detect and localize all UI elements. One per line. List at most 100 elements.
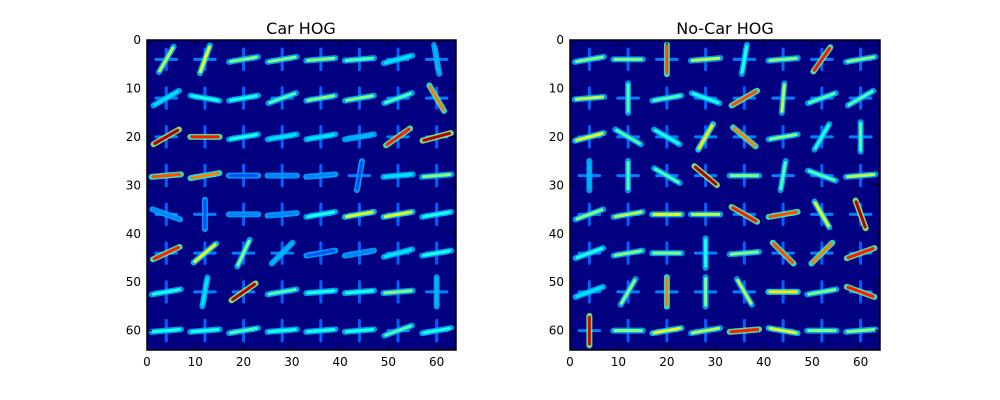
no-car-hog-cell-3-5 (771, 158, 795, 194)
car-hog-cell-0-0-stroke (158, 46, 175, 73)
no-car-hog-cell-1-0-stroke (574, 95, 605, 101)
no-car-hog-cell-1-6 (805, 86, 839, 110)
car-hog-cell-6-3-stroke (267, 288, 297, 296)
car-hog-cell-5-3 (268, 239, 296, 267)
no-car-hog-cell-0-4-stroke (740, 44, 749, 74)
no-car-hog-cell-0-5-stroke (768, 56, 798, 63)
no-car-hog-cell-6-6-stroke (807, 288, 837, 296)
car-hog-ytick-label-50: 50 (126, 275, 141, 289)
car-hog-cell-2-4 (303, 125, 339, 149)
car-hog-cell-6-5-stroke (344, 289, 375, 295)
car-hog-cell-2-7-stroke (422, 131, 451, 142)
car-hog-cell-0-6 (380, 47, 416, 72)
no-car-hog-title: No-Car HOG (676, 19, 774, 38)
car-hog-cell-5-7 (419, 241, 455, 265)
no-car-hog-cell-2-2-stroke (653, 128, 680, 146)
no-car-hog-cell-0-3-stroke (690, 56, 721, 63)
car-hog-cell-6-2-stroke (231, 282, 256, 301)
car-hog-cell-3-1 (187, 163, 223, 188)
car-hog-cell-2-7 (419, 125, 454, 149)
car-hog-cell-0-7 (424, 41, 449, 77)
no-car-hog-xtick-label-30: 30 (708, 355, 723, 369)
no-car-hog-cell-1-2-stroke (652, 94, 682, 102)
no-car-hog-xtick-label-0: 0 (566, 355, 574, 369)
car-hog-cell-7-7 (419, 318, 455, 343)
car-hog-xtick-label-50: 50 (381, 355, 396, 369)
car-hog-cell-1-4 (303, 86, 339, 110)
car-hog-cell-0-4-stroke (306, 56, 336, 63)
car-hog-cell-1-7-stroke (428, 85, 445, 112)
car-hog-cell-2-4-stroke (306, 133, 336, 141)
car-hog-cell-5-1 (190, 240, 220, 266)
car-hog-cell-6-6 (380, 280, 416, 304)
car-hog-xtick-label-20: 20 (236, 355, 251, 369)
no-car-hog-cell-0-7-stroke (846, 55, 876, 64)
no-car-hog-cell-3-2 (651, 163, 683, 188)
car-hog-cell-6-7 (424, 274, 449, 310)
car-hog-cell-1-6 (381, 86, 415, 110)
no-car-hog-cell-7-1 (610, 318, 646, 343)
car-hog-cell-3-0-stroke (151, 172, 181, 179)
no-car-hog-cell-2-7 (848, 119, 873, 155)
car-hog-cell-3-4 (303, 163, 339, 188)
no-car-hog-cell-2-0-stroke (575, 131, 604, 142)
car-hog-cell-4-3 (264, 202, 300, 227)
car-hog-ytick-label-20: 20 (126, 130, 141, 144)
no-car-hog-cell-3-6-stroke (807, 169, 836, 182)
no-car-hog-cell-2-1 (612, 125, 644, 149)
no-car-hog-cell-7-6 (804, 318, 840, 343)
car-hog-ytick-label-10: 10 (126, 81, 141, 95)
no-car-hog-cell-6-2 (655, 274, 679, 310)
no-car-hog-ytick-label-20: 20 (549, 130, 564, 144)
car-hog-cell-2-6 (383, 125, 414, 149)
car-hog-cell-7-0 (148, 318, 184, 343)
car-hog-cell-3-1-stroke (190, 171, 220, 180)
no-car-hog-cell-0-3 (687, 47, 724, 72)
car-hog-cell-5-0 (150, 241, 183, 265)
no-car-hog-ytick-label-40: 40 (549, 227, 564, 241)
no-car-hog-cell-3-6 (805, 163, 839, 188)
no-car-hog-cell-2-0 (572, 125, 607, 149)
car-hog-cell-7-1 (187, 318, 223, 343)
no-car-hog-cell-0-0-stroke (574, 55, 604, 64)
car-hog-cell-6-0-stroke (151, 288, 181, 296)
no-car-hog-cell-2-5 (765, 125, 801, 149)
car-hog-cell-1-3 (265, 86, 299, 110)
car-hog-cell-3-6-stroke (383, 172, 413, 179)
no-car-hog-cell-4-0 (572, 202, 607, 227)
car-hog-cell-3-5-stroke (355, 161, 364, 191)
car-hog-cell-6-3 (264, 280, 300, 304)
no-car-hog-cell-6-6 (804, 280, 840, 304)
no-car-hog-cell-3-0 (577, 157, 602, 194)
car-hog-cell-5-3-stroke (271, 242, 294, 264)
car-hog-cell-2-0 (150, 125, 183, 149)
car-hog-cell-3-4-stroke (306, 172, 336, 179)
car-hog-cell-4-6 (380, 202, 416, 227)
car-hog-cell-1-2 (226, 86, 262, 110)
no-car-hog-cell-3-7-stroke (845, 172, 876, 179)
no-car-hog-ytick-label-10: 10 (549, 81, 564, 95)
no-car-hog-cell-2-4-stroke (732, 126, 757, 147)
no-car-hog-cell-0-7 (843, 47, 879, 72)
no-car-hog-cell-7-3 (688, 318, 724, 343)
car-hog-cell-6-0 (148, 280, 184, 304)
car-hog-cell-0-4 (303, 47, 339, 72)
car-hog-cell-6-2 (228, 280, 259, 304)
car-hog-cell-3-2 (225, 163, 262, 188)
no-car-hog-cell-7-4-stroke (729, 327, 760, 334)
car-hog-cell-2-3-stroke (267, 133, 297, 141)
no-car-hog-xtick-label-10: 10 (611, 355, 626, 369)
car-hog-xtick-label-40: 40 (332, 355, 347, 369)
car-hog-cell-2-5-stroke (344, 133, 374, 141)
car-hog-cell-0-7-stroke (432, 44, 441, 74)
car-hog-cell-1-5-stroke (344, 94, 374, 102)
no-car-hog-ytick-label-50: 50 (549, 275, 564, 289)
car-hog-cell-7-4-stroke (306, 327, 336, 334)
no-car-hog-cell-2-2 (651, 125, 683, 149)
car-hog-cell-1-1-stroke (190, 94, 220, 102)
car-hog-cell-2-5 (341, 125, 377, 149)
car-hog-cell-0-5-stroke (344, 56, 375, 63)
no-car-hog-cell-6-7-stroke (846, 285, 875, 298)
car-hog-cell-6-4-stroke (306, 289, 336, 295)
